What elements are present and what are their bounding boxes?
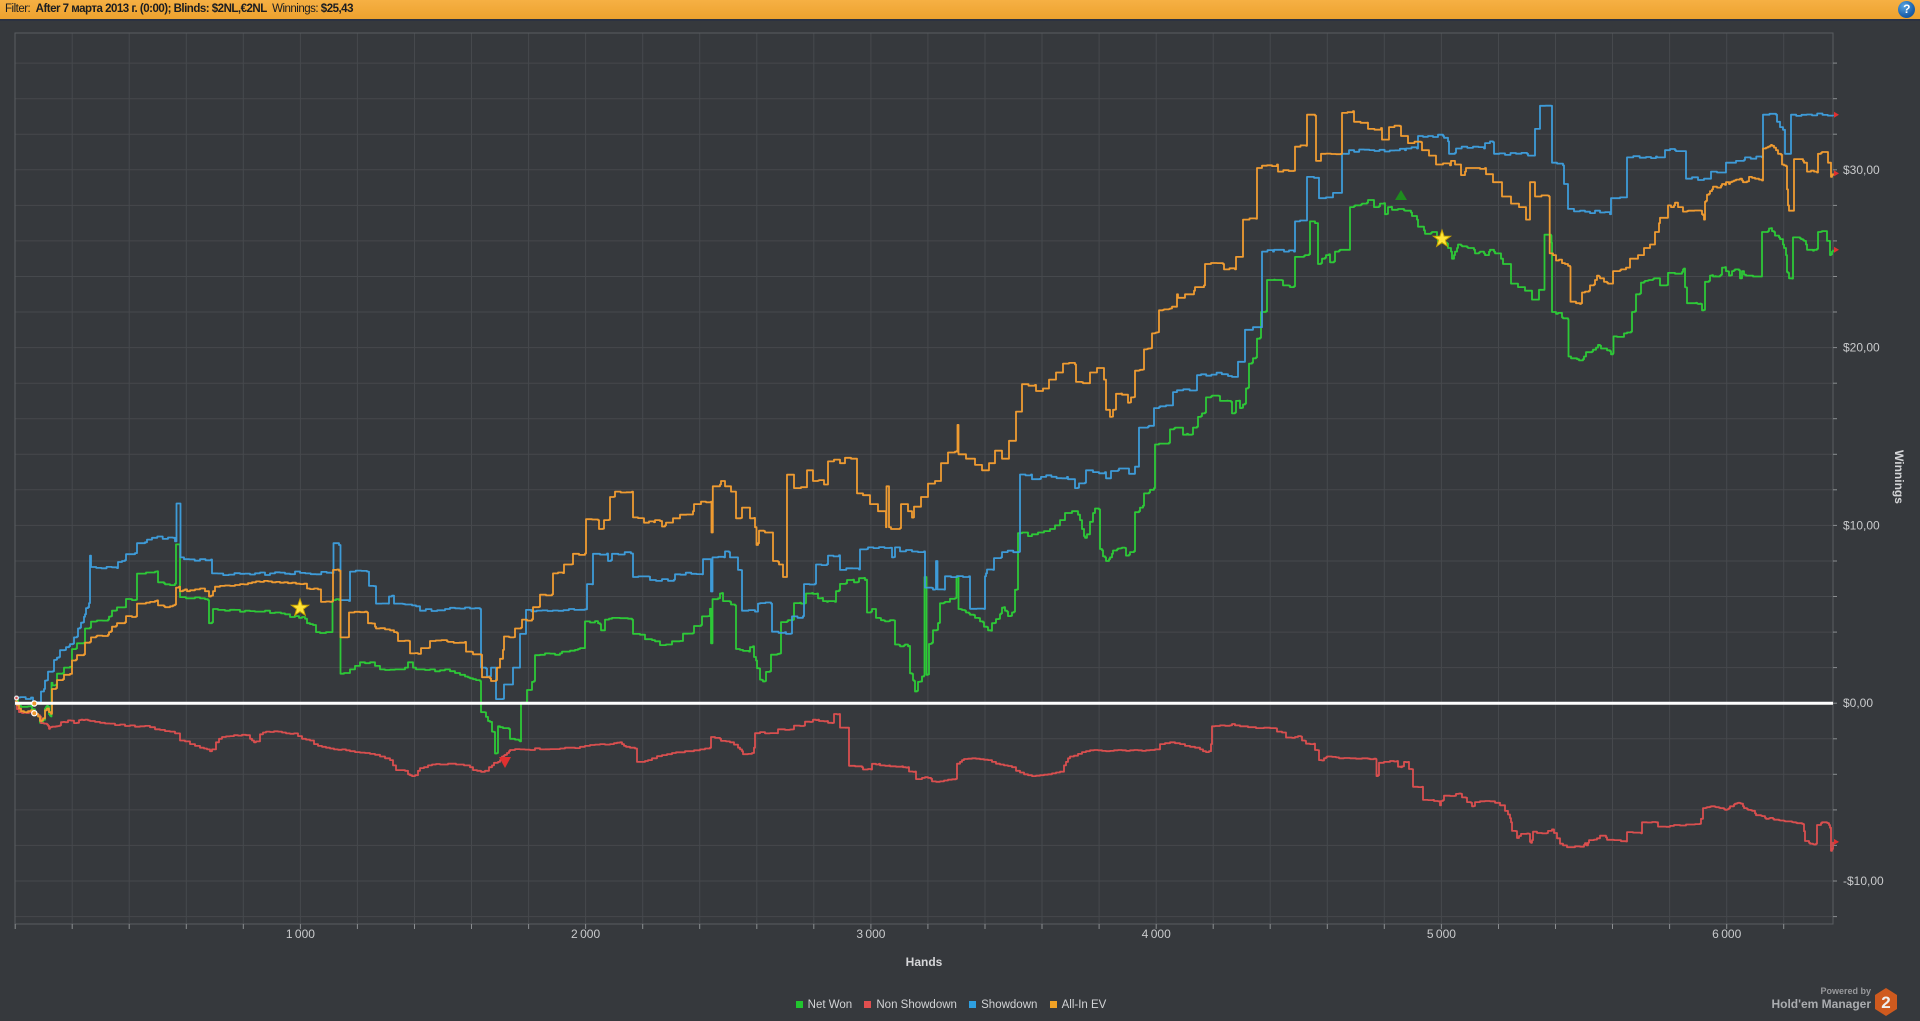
svg-text:2: 2 bbox=[1881, 993, 1890, 1012]
svg-text:$0,00: $0,00 bbox=[1843, 696, 1873, 710]
svg-text:4 000: 4 000 bbox=[1142, 927, 1171, 941]
svg-text:2 000: 2 000 bbox=[571, 927, 600, 941]
svg-text:$10,00: $10,00 bbox=[1843, 518, 1880, 532]
svg-text:Winnings: Winnings bbox=[1892, 450, 1906, 504]
svg-text:$20,00: $20,00 bbox=[1843, 341, 1880, 355]
svg-text:6 000: 6 000 bbox=[1712, 927, 1741, 941]
svg-text:$30,00: $30,00 bbox=[1843, 163, 1880, 177]
svg-text:3 000: 3 000 bbox=[856, 927, 885, 941]
svg-text:-$10,00: -$10,00 bbox=[1843, 874, 1884, 888]
svg-text:Hands: Hands bbox=[906, 955, 943, 969]
svg-text:5 000: 5 000 bbox=[1427, 927, 1456, 941]
svg-text:1 000: 1 000 bbox=[286, 927, 315, 941]
